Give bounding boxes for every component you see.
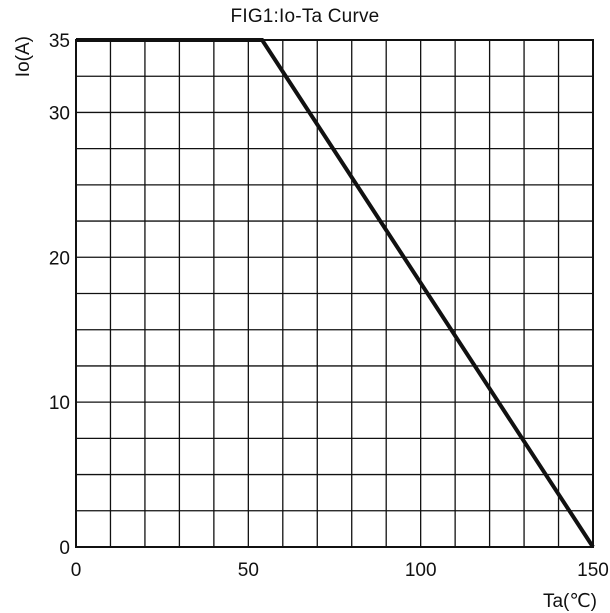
- y-tick-label: 35: [49, 31, 70, 52]
- y-tick-label: 0: [59, 538, 70, 559]
- x-tick-label: 150: [577, 560, 609, 581]
- x-tick-label: 100: [405, 560, 437, 581]
- y-tick-label: 10: [49, 393, 70, 414]
- series-line: [76, 38, 595, 549]
- grid: [76, 40, 593, 547]
- y-tick-label: 30: [49, 103, 70, 124]
- tick-labels: 0 50 100 150 0 10 20 30 35: [49, 31, 609, 581]
- x-tick-label: 0: [71, 560, 82, 581]
- series-layer: [76, 38, 595, 549]
- chart-title: FIG1:Io-Ta Curve: [230, 6, 380, 27]
- y-axis-label: Io(A): [13, 36, 34, 77]
- plot-frame: [75, 39, 594, 548]
- x-tick-label: 50: [238, 560, 259, 581]
- axes: [75, 39, 594, 548]
- x-axis-label: Ta(℃): [543, 591, 597, 612]
- y-tick-label: 20: [49, 248, 70, 269]
